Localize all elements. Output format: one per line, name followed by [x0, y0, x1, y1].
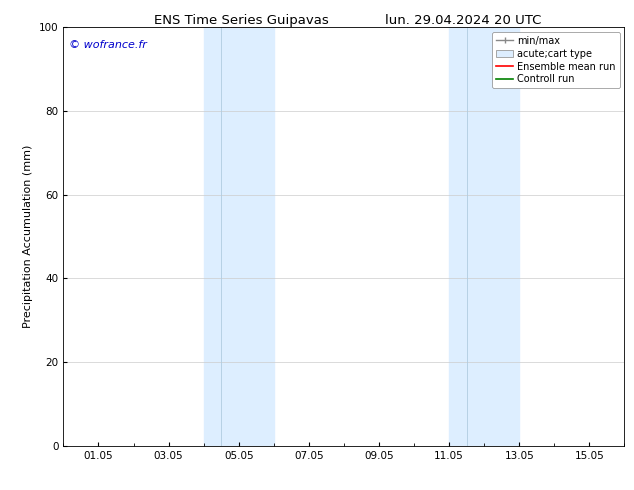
Text: © wofrance.fr: © wofrance.fr: [69, 40, 147, 49]
Bar: [467, 27, 519, 446]
Text: lun. 29.04.2024 20 UTC: lun. 29.04.2024 20 UTC: [385, 14, 541, 27]
Bar: [204, 27, 221, 446]
Legend: min/max, acute;cart type, Ensemble mean run, Controll run: min/max, acute;cart type, Ensemble mean …: [492, 32, 619, 88]
Bar: [449, 27, 467, 446]
Y-axis label: Precipitation Accumulation (mm): Precipitation Accumulation (mm): [23, 145, 34, 328]
Bar: [221, 27, 274, 446]
Text: ENS Time Series Guipavas: ENS Time Series Guipavas: [153, 14, 328, 27]
